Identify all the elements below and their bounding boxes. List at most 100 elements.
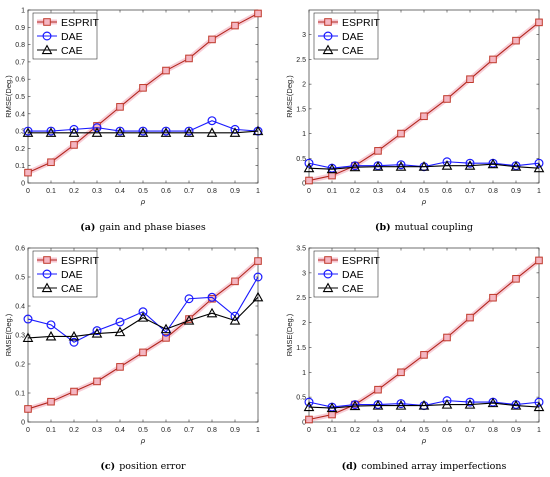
data-point bbox=[139, 348, 147, 357]
data-point bbox=[535, 18, 543, 27]
data-point bbox=[116, 363, 124, 371]
data-point bbox=[160, 127, 172, 137]
x-tick-label: 0 bbox=[307, 188, 311, 195]
caption-tag: (d) bbox=[342, 461, 358, 472]
legend-entry-esprit: ESPRIT bbox=[342, 255, 381, 267]
data-point bbox=[116, 103, 124, 111]
y-tick-label: 0.7 bbox=[15, 59, 25, 66]
x-tick-label: 0.3 bbox=[92, 188, 102, 195]
x-tick-label: 0.1 bbox=[46, 188, 56, 195]
x-tick-label: 0.6 bbox=[442, 188, 452, 195]
x-tick-label: 0.7 bbox=[184, 427, 194, 434]
data-point bbox=[303, 401, 315, 412]
x-tick-label: 0.3 bbox=[92, 427, 102, 434]
x-tick-label: 0.4 bbox=[115, 427, 125, 434]
legend-marker-triangle-icon bbox=[41, 44, 53, 55]
data-point bbox=[184, 126, 194, 136]
data-point bbox=[441, 399, 453, 409]
data-point bbox=[534, 158, 544, 168]
caption-text: position error bbox=[119, 461, 186, 472]
x-tick-label: 0 bbox=[307, 427, 311, 434]
data-point bbox=[91, 328, 103, 338]
legend-marker-triangle-icon bbox=[322, 282, 334, 293]
data-point bbox=[443, 333, 451, 342]
data-point bbox=[420, 351, 428, 359]
series-line bbox=[28, 130, 259, 134]
x-axis-label: ρ bbox=[421, 436, 427, 445]
series-esprit bbox=[305, 256, 543, 424]
legend-marker-triangle-icon bbox=[322, 44, 334, 55]
data-point bbox=[23, 314, 33, 324]
data-point bbox=[183, 314, 195, 325]
legend-marker-circle-icon bbox=[323, 269, 333, 279]
x-tick-label: 1 bbox=[537, 427, 541, 434]
data-point bbox=[372, 400, 384, 410]
y-tick-label: 0 bbox=[21, 181, 25, 188]
data-point bbox=[160, 323, 172, 334]
caption-text: combined array imperfections bbox=[361, 461, 506, 472]
caption-tag: (b) bbox=[375, 222, 391, 233]
y-tick-label: 0.5 bbox=[296, 156, 306, 163]
caption-text: mutual coupling bbox=[395, 222, 473, 233]
legend-marker-square-icon bbox=[324, 256, 332, 264]
series-line bbox=[308, 402, 540, 409]
y-tick-label: 0.6 bbox=[15, 246, 25, 253]
legend-entry-esprit: ESPRIT bbox=[342, 17, 381, 29]
data-point bbox=[305, 415, 313, 424]
legend-entry-cae: CAE bbox=[342, 45, 364, 57]
x-tick-label: 0.9 bbox=[230, 188, 240, 195]
data-point bbox=[489, 293, 497, 302]
y-tick-label: 0 bbox=[302, 420, 306, 427]
x-tick-label: 1 bbox=[256, 188, 260, 195]
data-point bbox=[70, 141, 78, 149]
y-tick-label: 0 bbox=[302, 181, 306, 188]
y-axis-label: RMSE(Deg.) bbox=[4, 313, 13, 356]
data-point bbox=[114, 326, 126, 337]
y-tick-label: 0 bbox=[21, 420, 25, 427]
data-point bbox=[206, 307, 218, 318]
x-tick-label: 0.8 bbox=[207, 188, 217, 195]
data-point bbox=[535, 256, 543, 265]
data-point bbox=[326, 402, 338, 413]
data-point bbox=[206, 127, 218, 137]
x-tick-label: 0.4 bbox=[396, 188, 406, 195]
data-point bbox=[465, 397, 475, 407]
y-tick-label: 0.8 bbox=[15, 42, 25, 49]
x-tick-label: 0.1 bbox=[46, 427, 56, 434]
data-point bbox=[252, 291, 264, 302]
data-point bbox=[418, 161, 430, 171]
data-point bbox=[207, 116, 217, 126]
legend-entry-esprit: ESPRIT bbox=[61, 255, 100, 267]
legend-marker-square-icon bbox=[43, 18, 51, 26]
data-point bbox=[91, 127, 103, 137]
series-esprit bbox=[24, 9, 262, 177]
data-point bbox=[22, 127, 34, 137]
data-point bbox=[304, 158, 314, 168]
legend-entry-cae: CAE bbox=[61, 45, 83, 57]
series-cae bbox=[22, 125, 264, 137]
y-tick-label: 0.1 bbox=[15, 391, 25, 398]
data-point bbox=[70, 387, 78, 396]
series-line bbox=[28, 120, 259, 132]
x-tick-label: 0.9 bbox=[511, 188, 521, 195]
legend-entry-dae: DAE bbox=[61, 31, 83, 43]
series-dae bbox=[23, 272, 263, 347]
y-tick-label: 0.3 bbox=[15, 333, 25, 340]
data-point bbox=[465, 158, 475, 168]
x-tick-label: 0.5 bbox=[138, 427, 148, 434]
data-point bbox=[252, 125, 264, 136]
data-point bbox=[231, 21, 239, 30]
data-point bbox=[93, 377, 101, 386]
data-point bbox=[137, 127, 149, 137]
x-tick-label: 0.5 bbox=[419, 188, 429, 195]
data-point bbox=[208, 35, 216, 44]
x-axis-label: ρ bbox=[140, 197, 146, 206]
x-tick-label: 0.2 bbox=[69, 427, 79, 434]
legend: ESPRIT DAE CAE bbox=[32, 12, 100, 60]
data-point bbox=[466, 313, 474, 322]
data-point bbox=[254, 9, 262, 18]
data-point bbox=[115, 317, 125, 327]
legend-entry-dae: DAE bbox=[61, 269, 83, 281]
data-point bbox=[138, 307, 148, 317]
chart-panel-2: 0 0.1 0.2 0.3 0.4 0.5 0.6 0.7 0.8 0.9 1 0 0.5 1 1.5 2 2.… bbox=[285, 9, 545, 233]
